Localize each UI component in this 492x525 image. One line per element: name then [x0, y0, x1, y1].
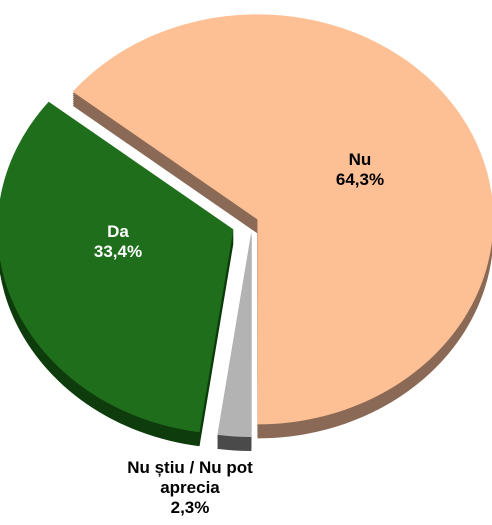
slice [217, 231, 252, 437]
category-label: Da [107, 222, 129, 241]
category-label: Nu [348, 150, 372, 169]
data-label: Da 33,4% [68, 222, 168, 262]
slice [0, 101, 234, 433]
category-label: Nu știu / Nu pot aprecia [127, 458, 253, 497]
value-label: 64,3% [335, 170, 385, 189]
value-label: 33,4% [93, 242, 143, 261]
value-label: 2,3% [170, 498, 210, 517]
data-label: Nu 64,3% [310, 150, 410, 190]
slice [72, 14, 492, 425]
data-label: Nu știu / Nu pot aprecia 2,3% [125, 458, 255, 518]
